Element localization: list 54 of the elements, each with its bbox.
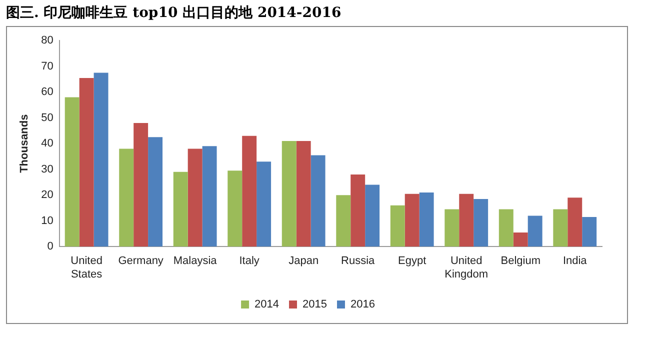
bar <box>296 141 311 247</box>
x-tick-label: United States <box>70 255 103 280</box>
x-tick-label: Malaysia <box>173 255 218 268</box>
bar <box>498 209 514 247</box>
bar <box>256 162 272 247</box>
bar <box>404 194 420 247</box>
bar <box>513 232 528 247</box>
y-axis-title: Thousands <box>18 114 31 173</box>
bar <box>553 209 568 247</box>
bar <box>173 172 188 247</box>
y-tick-label: 40 <box>41 138 54 150</box>
y-tick-label: 20 <box>41 189 54 202</box>
y-tick-label: 70 <box>41 60 54 72</box>
x-tick-label: Japan <box>288 255 319 268</box>
bar <box>336 195 351 247</box>
x-tick-label: Germany <box>118 255 164 268</box>
y-tick-label: 0 <box>47 240 54 253</box>
y-tick-label: 30 <box>41 163 54 176</box>
y-tick-label: 50 <box>41 112 54 124</box>
y-tick-label: 60 <box>41 86 54 98</box>
bar <box>568 198 582 247</box>
bar <box>64 97 80 247</box>
x-tick-label: Italy <box>239 255 260 268</box>
bar <box>282 141 296 247</box>
bar <box>350 174 366 247</box>
x-tick-label: Russia <box>341 255 376 268</box>
legend-label: 2016 <box>350 298 375 311</box>
bar <box>228 170 242 247</box>
x-tick-label: Belgium <box>500 255 540 268</box>
bar <box>474 198 488 247</box>
bar <box>444 209 460 247</box>
bar <box>188 148 202 247</box>
x-tick-label: United Kingdom <box>444 255 488 280</box>
legend-label: 2014 <box>254 298 280 311</box>
bar <box>94 72 108 247</box>
chart-title: 图三. 印尼咖啡生豆 top10 出口目的地 2014-2016 <box>6 4 342 22</box>
bar <box>419 192 434 247</box>
bar <box>365 184 380 247</box>
bar <box>134 123 148 247</box>
y-tick-label: 80 <box>41 34 54 47</box>
bar <box>582 216 597 247</box>
legend-label: 2015 <box>302 298 327 311</box>
bar <box>459 194 474 247</box>
bar <box>79 78 94 247</box>
x-tick-label: Egypt <box>398 255 426 268</box>
bar <box>390 205 405 247</box>
bar <box>202 146 217 247</box>
bar <box>310 155 326 247</box>
x-tick-label: India <box>562 255 588 268</box>
bar <box>528 216 542 247</box>
bar <box>242 136 257 247</box>
bar <box>148 137 163 247</box>
bar <box>119 148 134 247</box>
y-tick-label: 10 <box>41 214 54 227</box>
